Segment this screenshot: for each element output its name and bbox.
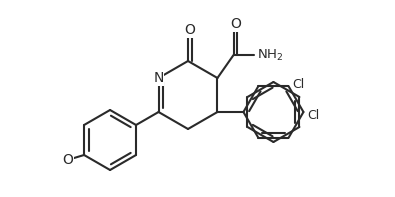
Text: N: N: [153, 71, 164, 85]
Text: O: O: [63, 153, 73, 167]
Text: Cl: Cl: [307, 109, 320, 122]
Text: Cl: Cl: [292, 77, 305, 90]
Text: O: O: [230, 17, 241, 31]
Text: O: O: [184, 23, 196, 37]
Text: NH$_2$: NH$_2$: [256, 47, 283, 63]
